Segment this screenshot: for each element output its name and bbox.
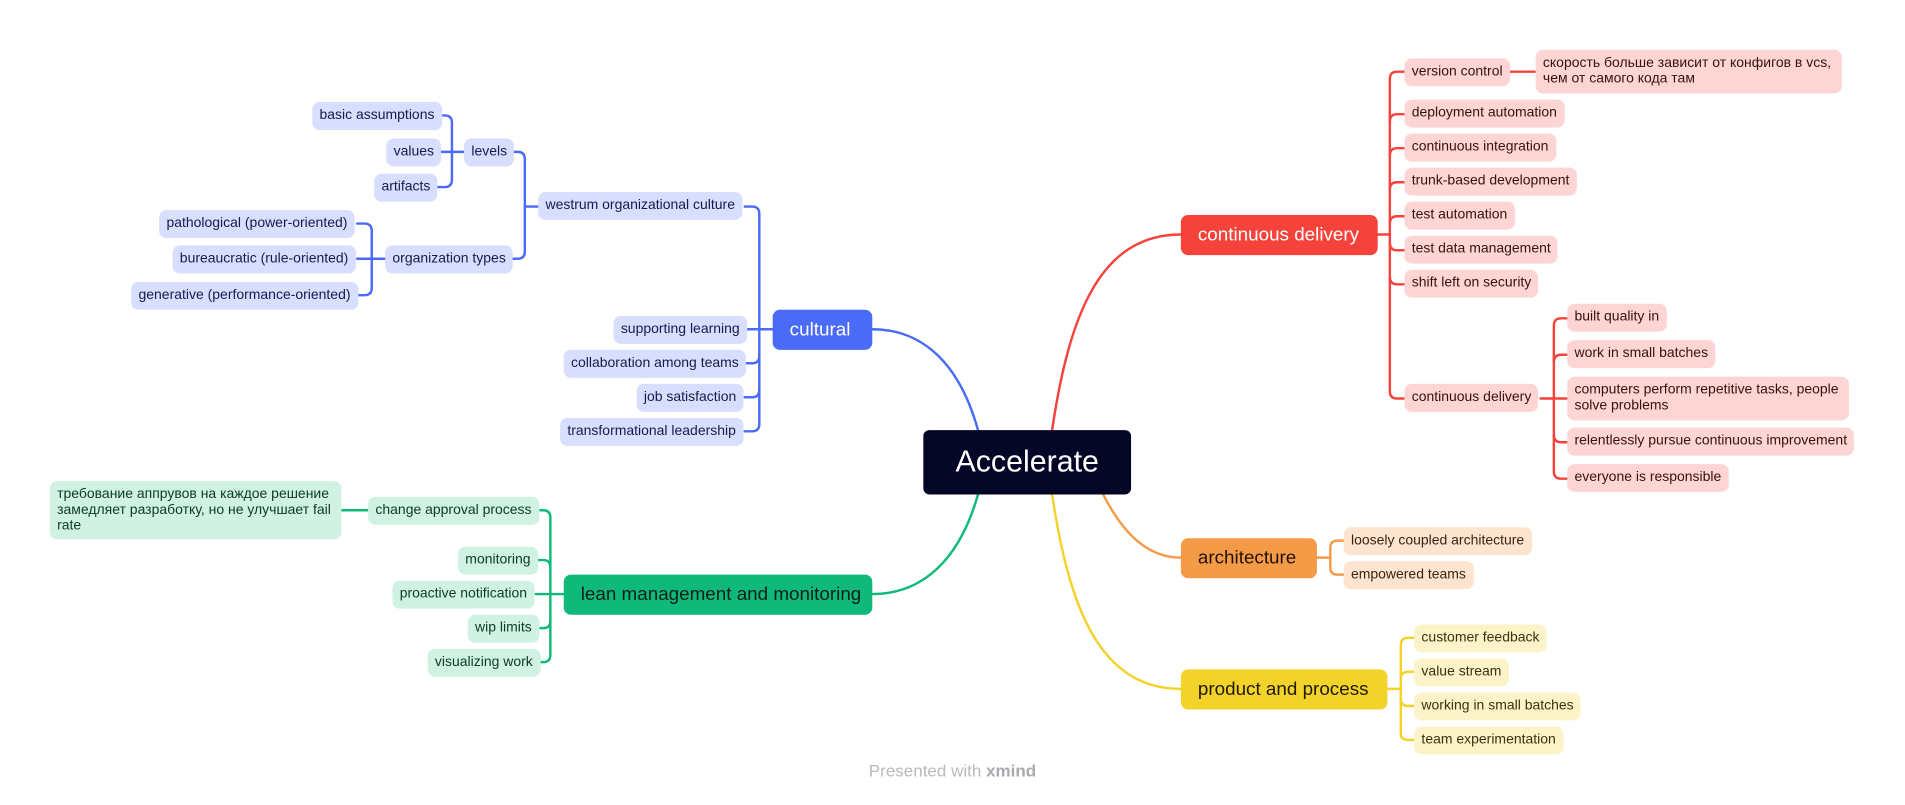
link-cd-branch-3 — [1388, 181, 1406, 191]
subtopic-transformational-leadership[interactable]: transformational leadership — [560, 417, 744, 446]
note-change-approval[interactable]: требование аппрувов на каждое решение за… — [49, 481, 342, 540]
topic-lean-management-and-monitoring[interactable]: lean management and monitoring — [563, 574, 873, 615]
link-cultural-branch-3 — [743, 388, 761, 399]
link-westrum-branch-0 — [509, 150, 527, 208]
link-cd-branch-1 — [1388, 112, 1406, 123]
link-cd-branch-5 — [1388, 241, 1406, 252]
subtopic-continuous-delivery[interactable]: continuous delivery — [1404, 383, 1539, 412]
subtopic-proactive-notification[interactable]: proactive notification — [392, 580, 535, 609]
link-product-branch-2 — [1399, 697, 1416, 708]
subtopic-test-data-management[interactable]: test data management — [1404, 235, 1559, 264]
subtopic-continuous-integration[interactable]: continuous integration — [1404, 133, 1556, 162]
link-lean-branch-0 — [534, 509, 552, 596]
link-product-branch-0 — [1399, 636, 1416, 691]
subtopic-wip-limits[interactable]: wip limits — [467, 614, 539, 643]
link-orgtypes-branch-0 — [355, 222, 373, 260]
link-arch-branch-1 — [1329, 556, 1345, 576]
topic-cultural[interactable]: cultural — [772, 309, 873, 350]
link-product-branch-1 — [1399, 670, 1416, 681]
subtopic-empowered-teams[interactable]: empowered teams — [1343, 561, 1474, 590]
link-cultural-branch-2 — [743, 354, 761, 365]
subtopic-working-in-small-batches[interactable]: working in small batches — [1414, 692, 1581, 721]
subtopic-change-approval-process[interactable]: change approval process — [368, 496, 539, 525]
subtopic-bureaucratic[interactable]: bureaucratic (rule-oriented) — [172, 245, 356, 274]
subtopic-computers-perform-tasks[interactable]: computers perform repetitive tasks, peop… — [1567, 376, 1850, 421]
subtopic-values[interactable]: values — [386, 138, 442, 167]
subtopic-levels[interactable]: levels — [464, 138, 515, 167]
link-cd-branch-6 — [1388, 275, 1406, 286]
subtopic-artifacts[interactable]: artifacts — [374, 173, 438, 202]
topic-product-and-process[interactable]: product and process — [1180, 669, 1388, 710]
subtopic-deployment-automation[interactable]: deployment automation — [1404, 99, 1565, 128]
link-cultural-branch-4 — [743, 328, 761, 433]
link-cd-sub-branch-4 — [1552, 397, 1569, 480]
subtopic-organization-types[interactable]: organization types — [385, 245, 514, 274]
link-levels-branch-0 — [436, 114, 454, 154]
link-cd-sub-branch-0 — [1552, 317, 1569, 400]
link-cd-branch-7 — [1388, 233, 1406, 400]
subtopic-basic-assumptions[interactable]: basic assumptions — [312, 102, 442, 130]
topic-architecture[interactable]: architecture — [1180, 538, 1317, 579]
link-lean-branch-1 — [534, 558, 552, 569]
subtopic-pathological[interactable]: pathological (power-oriented) — [159, 210, 355, 239]
link-cd-branch-2 — [1388, 147, 1406, 157]
root-topic[interactable]: Accelerate — [923, 430, 1132, 495]
subtopic-version-control[interactable]: version control — [1404, 58, 1510, 87]
subtopic-visualizing-work[interactable]: visualizing work — [427, 648, 541, 677]
subtopic-shift-left-on-security[interactable]: shift left on security — [1404, 269, 1539, 298]
footer-credit: Presented with xmind — [0, 761, 1905, 780]
subtopic-work-in-small-batches[interactable]: work in small batches — [1567, 340, 1716, 369]
link-cd-sub-branch-1 — [1552, 353, 1569, 364]
footer-brand-logo[interactable]: xmind — [986, 760, 1037, 780]
subtopic-test-automation[interactable]: test automation — [1404, 201, 1515, 230]
link-levels-branch-2 — [436, 150, 454, 189]
link-arch-branch-0 — [1329, 539, 1345, 559]
subtopic-westrum-organizational-culture[interactable]: westrum organizational culture — [538, 191, 743, 220]
link-root-architecture — [1101, 493, 1183, 559]
link-cd-branch-0 — [1388, 70, 1406, 236]
subtopic-value-stream[interactable]: value stream — [1414, 658, 1509, 687]
link-cd-branch-4 — [1388, 215, 1406, 225]
link-cultural-branch-0 — [743, 205, 761, 331]
subtopic-team-experimentation[interactable]: team experimentation — [1414, 726, 1564, 755]
subtopic-customer-feedback[interactable]: customer feedback — [1414, 624, 1547, 653]
link-root-continuous-delivery — [1050, 233, 1183, 432]
subtopic-loosely-coupled-architecture[interactable]: loosely coupled architecture — [1343, 527, 1532, 556]
note-version-control[interactable]: скорость больше зависит от конфигов в vc… — [1535, 49, 1842, 94]
subtopic-supporting-learning[interactable]: supporting learning — [613, 315, 747, 344]
link-root-product — [1050, 493, 1183, 691]
subtopic-trunk-based-development[interactable]: trunk-based development — [1404, 167, 1577, 196]
subtopic-collaboration-among-teams[interactable]: collaboration among teams — [563, 349, 747, 378]
subtopic-generative[interactable]: generative (performance-oriented) — [131, 281, 358, 310]
footer-prefix: Presented with — [868, 760, 982, 780]
link-orgtypes-branch-2 — [355, 257, 373, 297]
link-product-branch-3 — [1399, 687, 1416, 742]
subtopic-built-quality-in[interactable]: built quality in — [1567, 303, 1667, 332]
subtopic-everyone-is-responsible[interactable]: everyone is responsible — [1567, 464, 1729, 493]
link-cd-sub-branch-3 — [1552, 433, 1569, 444]
topic-continuous-delivery[interactable]: continuous delivery — [1180, 215, 1378, 256]
subtopic-relentlessly-pursue-improvement[interactable]: relentlessly pursue continuous improveme… — [1567, 427, 1855, 456]
link-root-lean — [871, 493, 980, 596]
link-lean-branch-4 — [534, 592, 552, 664]
subtopic-monitoring[interactable]: monitoring — [458, 546, 538, 575]
link-root-cultural — [871, 328, 980, 432]
subtopic-job-satisfaction[interactable]: job satisfaction — [636, 383, 744, 412]
link-westrum-branch-1 — [509, 205, 527, 260]
